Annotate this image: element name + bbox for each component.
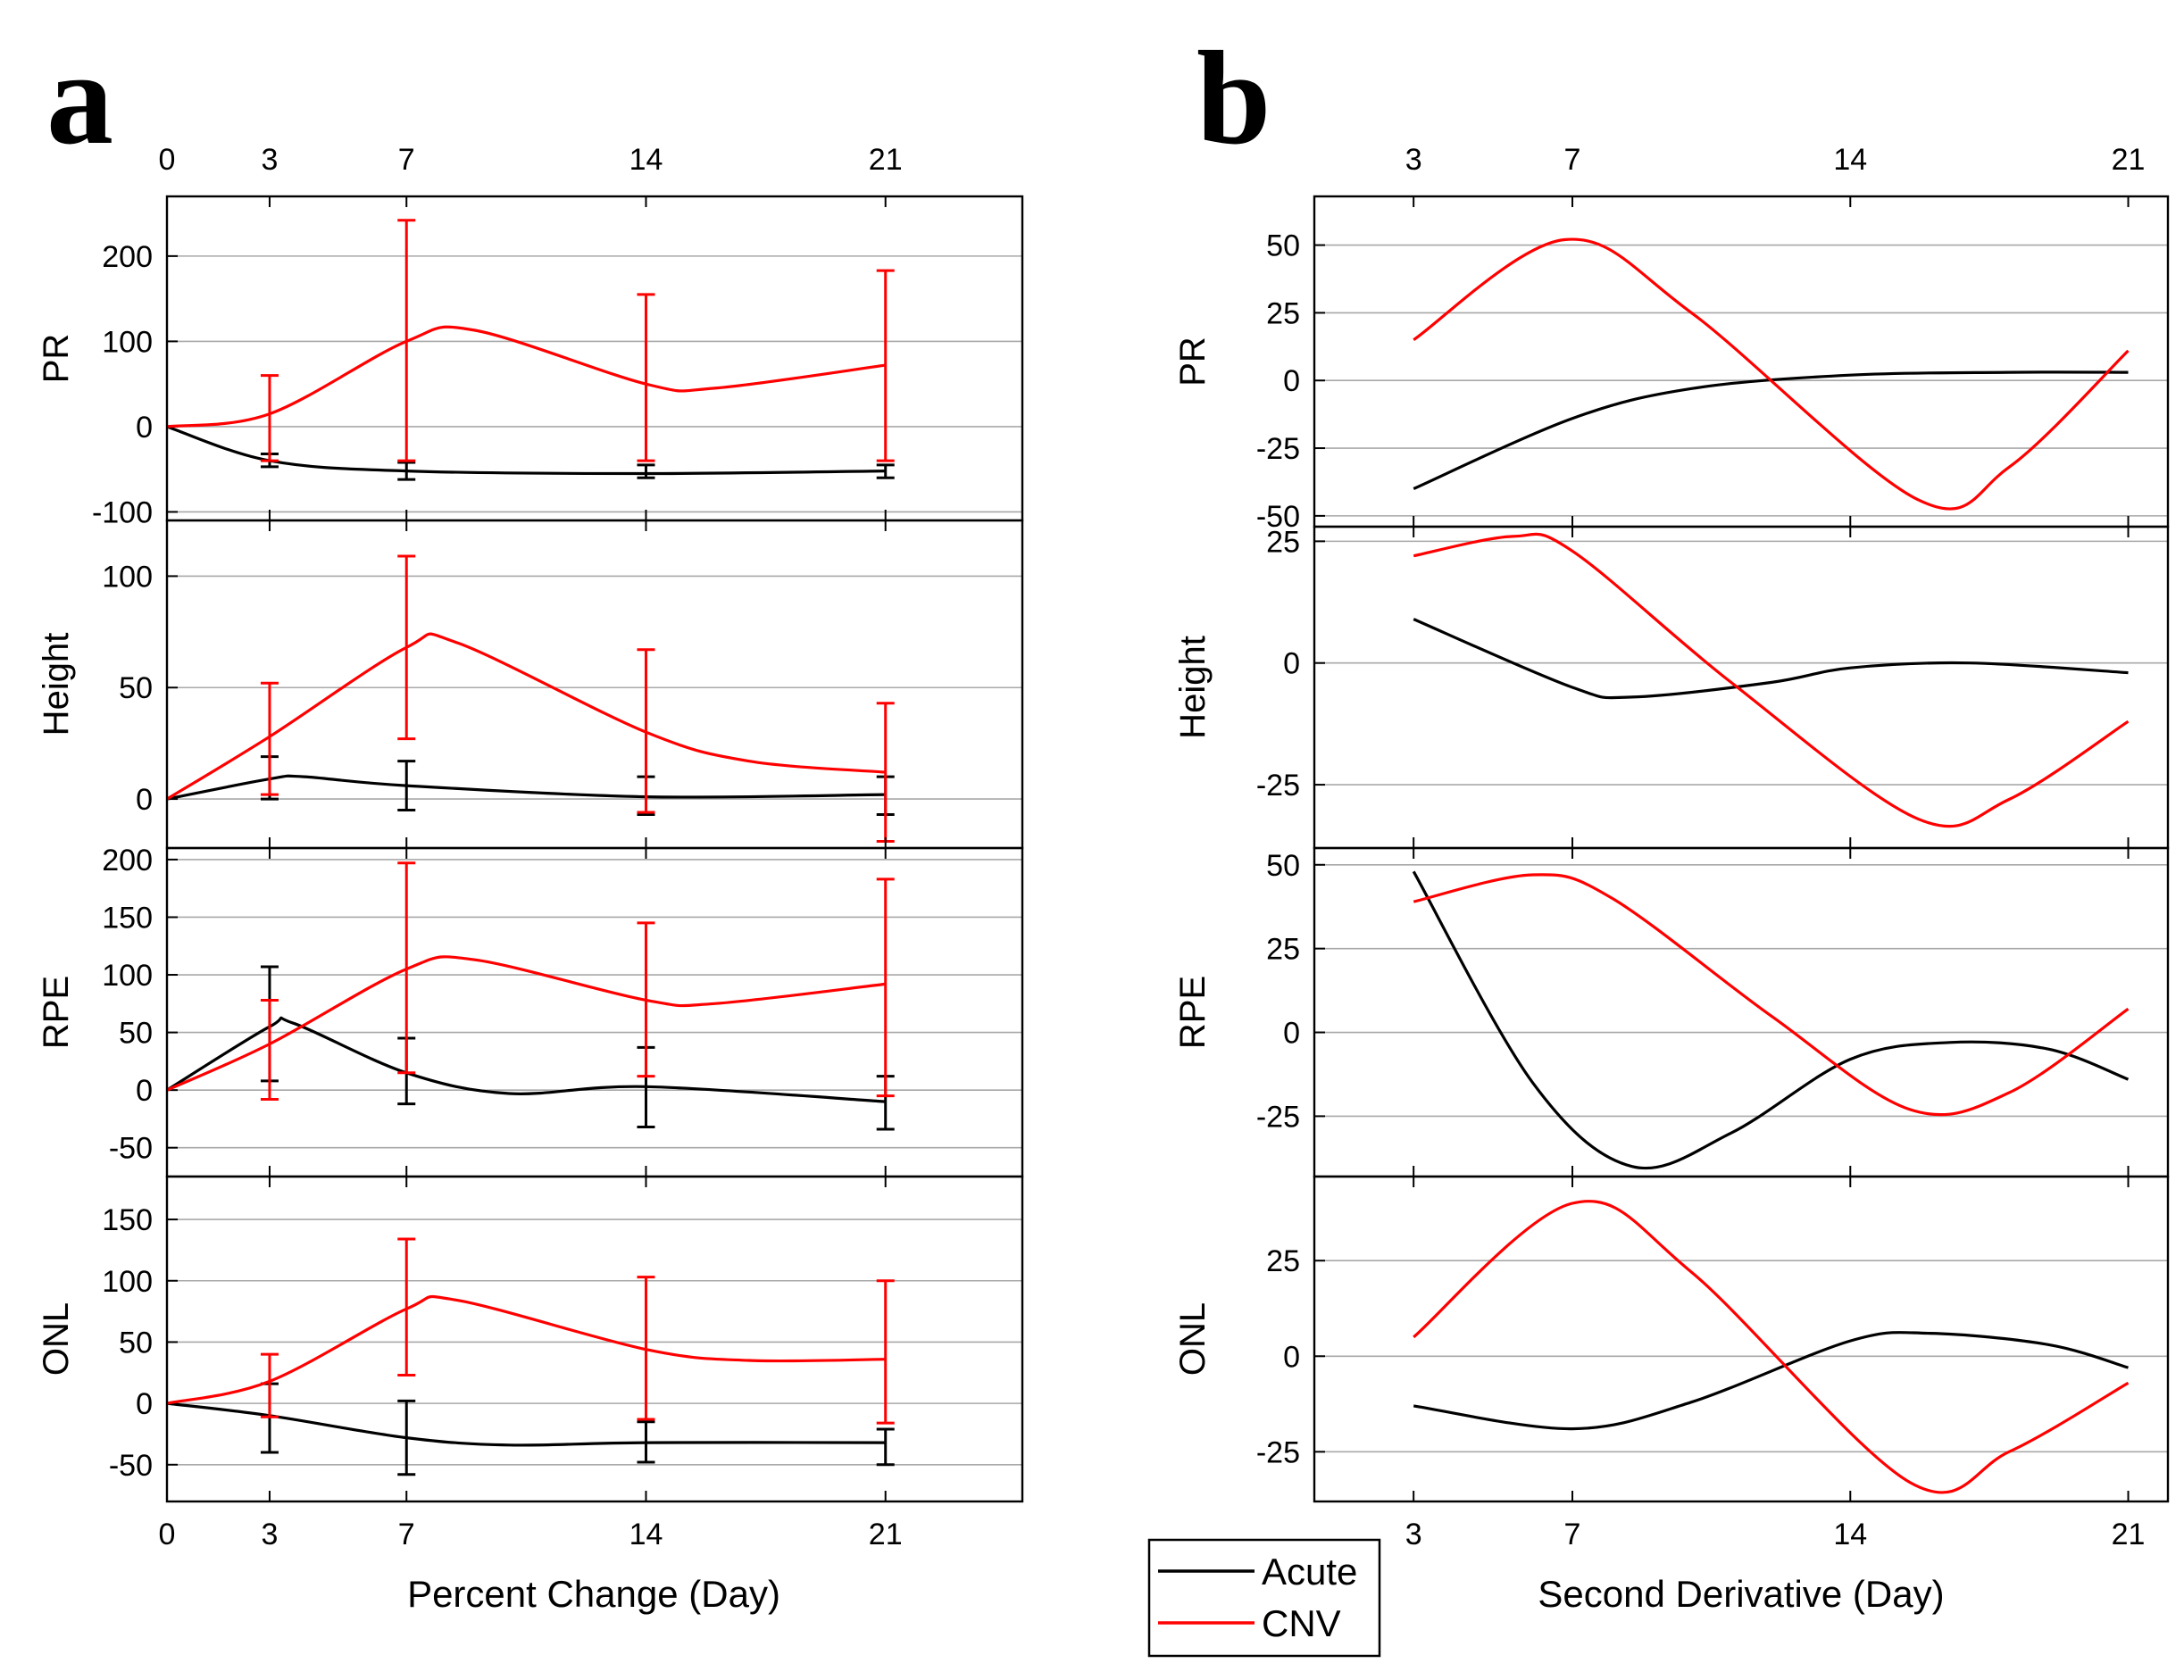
subplot-frame bbox=[165, 195, 1024, 522]
x-tick-label-top: 21 bbox=[2112, 143, 2146, 177]
subplot-height: -25 0 25 Height bbox=[1173, 525, 2170, 850]
legend-label-acute: Acute bbox=[1262, 1551, 1357, 1593]
y-tick-label: 200 bbox=[102, 240, 153, 274]
subplot-onl: -50 0 50 100 150 ONL bbox=[37, 1175, 1024, 1503]
y-tick-label: 50 bbox=[119, 1017, 153, 1051]
series-line-cnv bbox=[1413, 532, 2130, 828]
x-tick-label-top: 21 bbox=[869, 143, 903, 177]
y-tick-label: -100 bbox=[92, 495, 153, 529]
y-tick-label: -25 bbox=[1256, 769, 1300, 803]
y-tick-label: 100 bbox=[102, 560, 153, 594]
y-tick-label: 0 bbox=[1283, 1017, 1300, 1051]
x-tick-label-bottom: 14 bbox=[1833, 1518, 1867, 1551]
y-tick-label: 0 bbox=[1283, 1340, 1300, 1374]
x-tick-label-bottom: 0 bbox=[159, 1518, 176, 1551]
series-line-acute bbox=[167, 425, 886, 476]
legend-box bbox=[1147, 1538, 1381, 1658]
y-tick-label: 50 bbox=[119, 671, 153, 705]
y-tick-label: 25 bbox=[1266, 933, 1300, 967]
y-tick-label: 100 bbox=[102, 325, 153, 359]
subplot-onl: -25 0 25 ONL bbox=[1173, 1175, 2170, 1503]
subplot-pr: -100 0 100 200 PR bbox=[37, 195, 1024, 529]
x-tick-label-bottom: 7 bbox=[398, 1518, 415, 1551]
y-tick-label: 25 bbox=[1266, 525, 1300, 559]
x-tick-label-top: 14 bbox=[629, 143, 663, 177]
y-tick-label: 0 bbox=[1283, 647, 1300, 681]
series-line-acute bbox=[1413, 618, 2129, 700]
y-axis-label: PR bbox=[37, 334, 76, 384]
y-tick-label: 25 bbox=[1266, 296, 1300, 330]
y-tick-label: -50 bbox=[1256, 500, 1300, 534]
panel-a: -100 0 100 200 PR 0 50 100 Height -50 0 50 100 150 200… bbox=[37, 143, 1024, 1551]
panel-label-b: b bbox=[1196, 24, 1271, 172]
x-tick-label-top: 0 bbox=[159, 143, 176, 177]
y-tick-label: 0 bbox=[136, 783, 153, 817]
y-tick-label: -50 bbox=[109, 1132, 153, 1166]
y-tick-label: 0 bbox=[136, 411, 153, 445]
legend: Acute CNV bbox=[1147, 1538, 1381, 1658]
y-tick-label: 100 bbox=[102, 959, 153, 993]
subplot-height: 0 50 100 Height bbox=[37, 519, 1024, 850]
x-tick-label-top: 7 bbox=[398, 143, 415, 177]
panel-b: -50 -25 0 25 50 PR -25 0 25 Height -25 0 25 50 RPE -25 0… bbox=[1173, 143, 2170, 1551]
y-axis-label: RPE bbox=[37, 976, 76, 1049]
x-tick-label-top: 7 bbox=[1564, 143, 1581, 177]
x-tick-label-bottom: 3 bbox=[1405, 1518, 1422, 1551]
y-tick-label: 50 bbox=[119, 1326, 153, 1360]
panel-label-a: a bbox=[46, 24, 113, 172]
x-tick-label-bottom: 14 bbox=[629, 1518, 663, 1551]
y-tick-label: -25 bbox=[1256, 1435, 1300, 1469]
y-tick-label: 200 bbox=[102, 844, 153, 877]
y-tick-label: 50 bbox=[1266, 229, 1300, 263]
y-tick-label: 0 bbox=[1283, 364, 1300, 398]
y-tick-label: 0 bbox=[136, 1387, 153, 1421]
y-tick-label: 50 bbox=[1266, 849, 1300, 883]
y-axis-label: Height bbox=[37, 633, 76, 736]
subplot-frame bbox=[1313, 1175, 2170, 1503]
subplot-frame bbox=[165, 1175, 1024, 1503]
subplot-frame bbox=[1313, 195, 2170, 528]
legend-label-cnv: CNV bbox=[1262, 1602, 1341, 1644]
y-tick-label: 150 bbox=[102, 901, 153, 935]
x-tick-label-bottom: 3 bbox=[261, 1518, 278, 1551]
series-line-cnv bbox=[167, 325, 886, 428]
y-axis-label: PR bbox=[1173, 337, 1213, 387]
y-tick-label: -25 bbox=[1256, 1100, 1300, 1134]
y-axis-label: Height bbox=[1173, 636, 1213, 739]
series-line-cnv bbox=[167, 632, 886, 801]
series-line-acute bbox=[167, 1016, 886, 1103]
x-axis-label-b: Second Derivative (Day) bbox=[1538, 1573, 1944, 1615]
series-line-cnv bbox=[1413, 1200, 2130, 1494]
x-tick-label-top: 3 bbox=[261, 143, 278, 177]
x-tick-label-top: 3 bbox=[1405, 143, 1422, 177]
y-tick-label: -50 bbox=[109, 1449, 153, 1483]
series-line-acute bbox=[167, 1401, 886, 1447]
x-tick-label-bottom: 21 bbox=[2112, 1518, 2146, 1551]
subplot-frame bbox=[165, 846, 1024, 1178]
subplot-rpe: -25 0 25 50 RPE bbox=[1173, 846, 2170, 1178]
subplot-pr: -50 -25 0 25 50 PR bbox=[1173, 195, 2170, 534]
series-line-cnv bbox=[1413, 873, 2130, 1117]
series-line-cnv bbox=[167, 1294, 886, 1405]
y-tick-label: -25 bbox=[1256, 432, 1300, 466]
x-tick-label-bottom: 21 bbox=[869, 1518, 903, 1551]
series-line-acute bbox=[1412, 870, 2130, 1170]
y-axis-label: RPE bbox=[1173, 976, 1213, 1049]
y-tick-label: 0 bbox=[136, 1074, 153, 1108]
series-line-acute bbox=[1413, 1331, 2129, 1431]
subplot-rpe: -50 0 50 100 150 200 RPE bbox=[37, 844, 1024, 1178]
y-tick-label: 100 bbox=[102, 1265, 153, 1299]
y-tick-label: 25 bbox=[1266, 1244, 1300, 1278]
x-tick-label-bottom: 7 bbox=[1564, 1518, 1581, 1551]
series-line-cnv bbox=[1413, 237, 2130, 511]
y-axis-label: ONL bbox=[37, 1302, 76, 1376]
x-tick-label-top: 14 bbox=[1833, 143, 1867, 177]
y-tick-label: 150 bbox=[102, 1203, 153, 1237]
series-line-acute bbox=[1413, 370, 2129, 490]
y-axis-label: ONL bbox=[1173, 1302, 1213, 1376]
x-axis-label-a: Percent Change (Day) bbox=[407, 1573, 780, 1615]
